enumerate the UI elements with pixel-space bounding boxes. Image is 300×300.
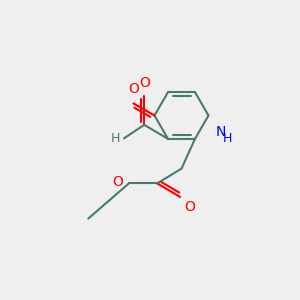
Text: O: O bbox=[185, 200, 196, 214]
Text: O: O bbox=[139, 76, 150, 91]
Text: H: H bbox=[111, 132, 120, 145]
Text: N: N bbox=[216, 124, 226, 139]
Text: H: H bbox=[223, 132, 232, 145]
Text: O: O bbox=[112, 175, 124, 189]
Text: O: O bbox=[128, 82, 139, 96]
